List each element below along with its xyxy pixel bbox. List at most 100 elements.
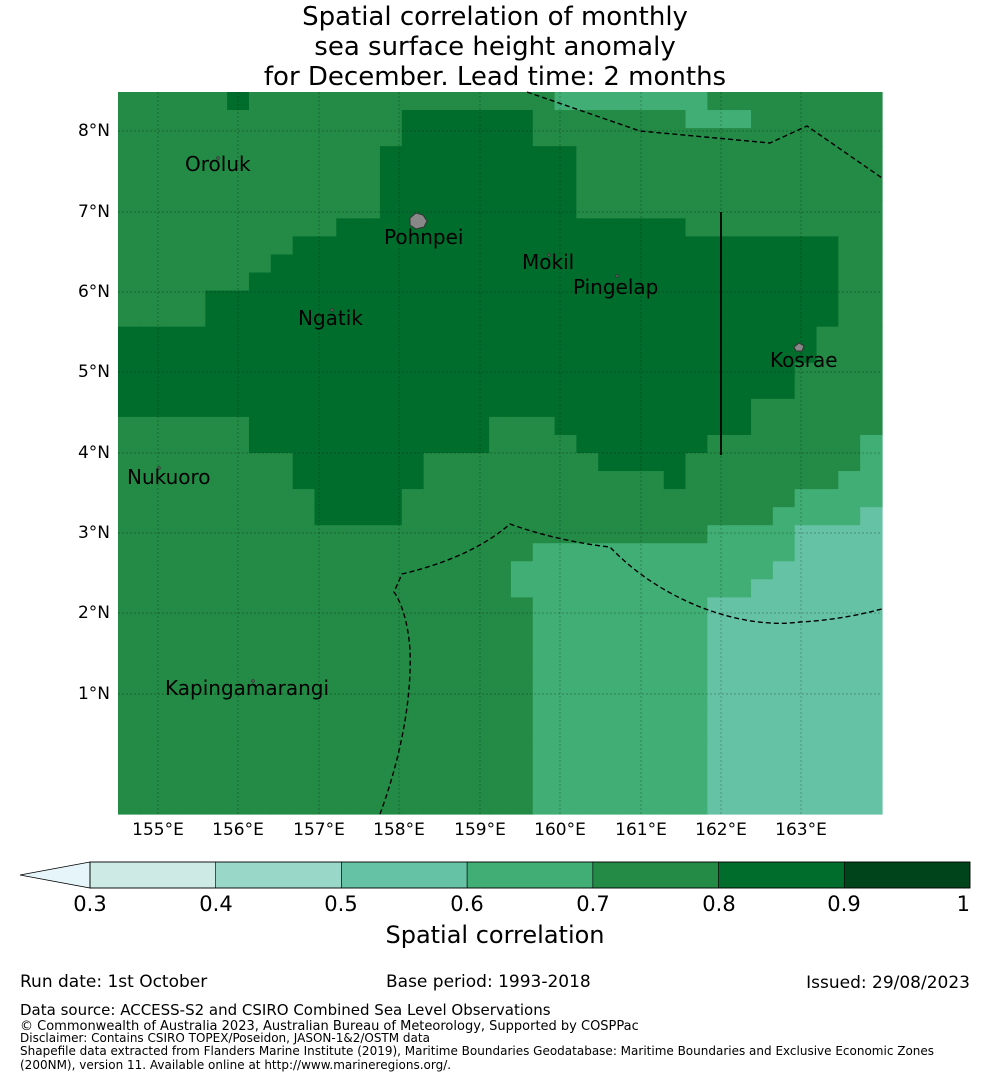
grid-cell xyxy=(576,471,599,490)
grid-cell xyxy=(445,723,468,743)
grid-cell xyxy=(620,110,643,129)
grid-cell xyxy=(751,525,774,544)
grid-cell xyxy=(379,633,403,653)
grid-cell xyxy=(248,543,272,562)
grid-cell xyxy=(663,164,687,183)
grid-cell xyxy=(227,453,250,472)
grid-cell xyxy=(554,507,577,526)
grid-cell xyxy=(510,236,534,256)
grid-cell xyxy=(292,398,316,418)
grid-cell xyxy=(598,741,621,761)
grid-cell xyxy=(401,308,425,328)
grid-cell xyxy=(838,380,861,400)
grid-cell xyxy=(248,146,272,165)
grid-cell xyxy=(510,723,534,743)
grid-cell xyxy=(707,434,730,454)
grid-cell xyxy=(663,489,687,508)
grid-cell xyxy=(467,777,490,797)
grid-cell xyxy=(336,579,359,598)
grid-cell xyxy=(772,579,796,598)
grid-cell xyxy=(816,669,839,689)
grid-cell xyxy=(510,416,534,436)
grid-cell xyxy=(620,651,643,671)
grid-cell xyxy=(314,633,337,653)
grid-cell xyxy=(336,200,359,219)
grid-cell xyxy=(292,218,316,237)
grid-cell xyxy=(489,507,512,526)
grid-cell xyxy=(118,236,141,256)
grid-cell xyxy=(379,182,403,201)
shapefile-note-1: Shapefile data extracted from Flanders M… xyxy=(20,1044,935,1058)
grid-cell xyxy=(794,236,818,256)
grid-cell xyxy=(816,200,839,219)
grid-cell xyxy=(423,236,447,256)
grid-cell xyxy=(227,92,250,111)
grid-cell xyxy=(227,200,250,219)
grid-cell xyxy=(707,615,730,635)
grid-cell xyxy=(751,507,774,526)
grid-cell xyxy=(598,615,621,635)
grid-cell xyxy=(205,633,228,653)
grid-cell xyxy=(794,200,818,219)
grid-cell xyxy=(161,705,185,725)
grid-cell xyxy=(489,777,512,797)
grid-cell xyxy=(641,795,665,815)
grid-cell xyxy=(467,471,490,490)
grid-cell xyxy=(248,344,272,364)
grid-cell xyxy=(379,236,403,256)
grid-cell xyxy=(751,777,774,797)
grid-cell xyxy=(205,525,228,544)
grid-cell xyxy=(598,182,621,201)
grid-cell xyxy=(860,290,883,310)
grid-cell xyxy=(663,110,687,129)
grid-cell xyxy=(467,308,490,328)
grid-cell xyxy=(489,543,512,562)
grid-cell xyxy=(598,92,621,111)
grid-cell xyxy=(161,759,185,779)
grid-cell xyxy=(183,543,206,562)
grid-cell xyxy=(576,561,599,580)
grid-cell xyxy=(205,182,228,201)
grid-cell xyxy=(401,471,425,490)
grid-cell xyxy=(685,326,708,346)
grid-cell xyxy=(532,362,556,382)
grid-cell xyxy=(227,128,250,147)
grid-cell xyxy=(532,795,556,815)
oroluk-atoll xyxy=(216,156,220,160)
grid-cell xyxy=(118,633,141,653)
grid-cell xyxy=(467,507,490,526)
grid-cell xyxy=(554,254,577,274)
grid-cell xyxy=(532,290,556,310)
grid-cell xyxy=(423,380,447,400)
grid-cell xyxy=(118,326,141,346)
grid-cell xyxy=(467,759,490,779)
grid-cell xyxy=(314,669,337,689)
grid-cell xyxy=(598,308,621,328)
grid-cell xyxy=(707,272,730,292)
grid-cell xyxy=(641,380,665,400)
grid-cell xyxy=(248,777,272,797)
grid-cell xyxy=(118,416,141,436)
grid-cell xyxy=(314,723,337,743)
grid-cell xyxy=(423,110,447,129)
grid-cell xyxy=(772,705,796,725)
grid-cell xyxy=(794,507,818,526)
grid-cell xyxy=(248,561,272,580)
grid-cell xyxy=(510,380,534,400)
grid-cell xyxy=(248,507,272,526)
grid-cell xyxy=(183,597,206,617)
grid-cell xyxy=(445,326,468,346)
grid-cell xyxy=(227,579,250,598)
grid-cell xyxy=(139,741,163,761)
grid-cell xyxy=(139,669,163,689)
grid-cell xyxy=(183,453,206,472)
grid-cell xyxy=(729,398,752,418)
grid-cell xyxy=(139,254,163,274)
grid-cell xyxy=(729,759,752,779)
grid-cell xyxy=(729,290,752,310)
grid-cell xyxy=(598,416,621,436)
grid-cell xyxy=(139,615,163,635)
grid-cell xyxy=(576,633,599,653)
grid-cell xyxy=(751,633,774,653)
grid-cell xyxy=(685,146,708,165)
